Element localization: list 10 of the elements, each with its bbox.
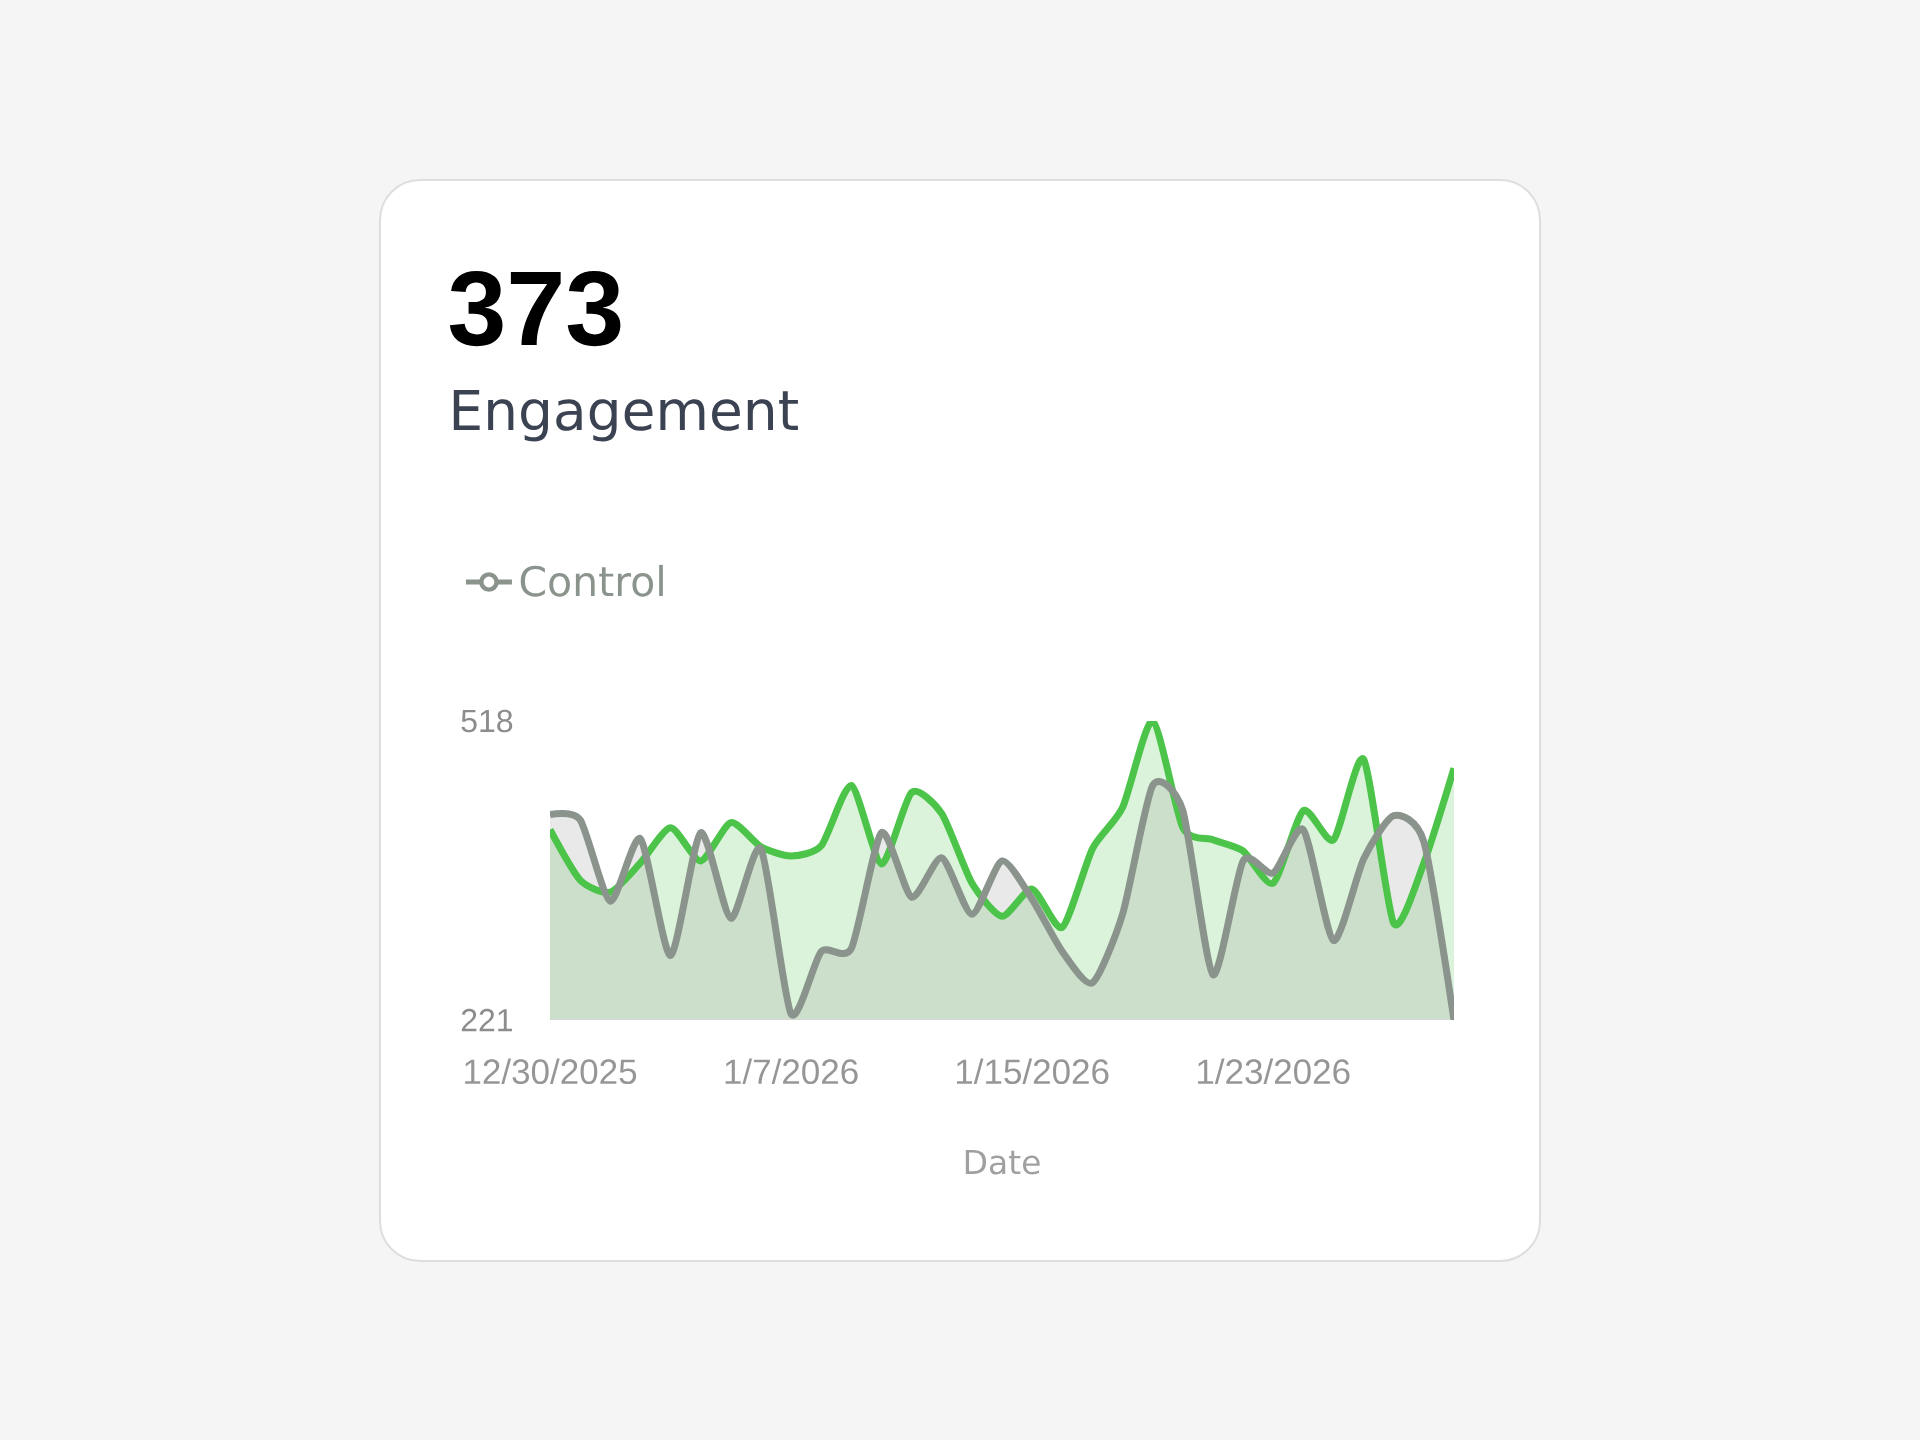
x-tick-label: 1/23/2026 bbox=[1198, 1058, 1350, 1085]
x-tick-label: 12/30/2025 bbox=[465, 1058, 637, 1085]
x-tick-label: 1/15/2026 bbox=[956, 1058, 1109, 1085]
chart-subtitle: Engagement bbox=[453, 389, 798, 442]
chart-title: 373 bbox=[449, 270, 621, 347]
y-tick-label: 221 bbox=[461, 1008, 513, 1032]
x-tick-label: 1/7/2026 bbox=[725, 1058, 858, 1085]
x-axis-title: Date bbox=[965, 1149, 1040, 1175]
y-tick-label: 518 bbox=[461, 709, 513, 733]
legend-label: Control bbox=[520, 564, 663, 597]
